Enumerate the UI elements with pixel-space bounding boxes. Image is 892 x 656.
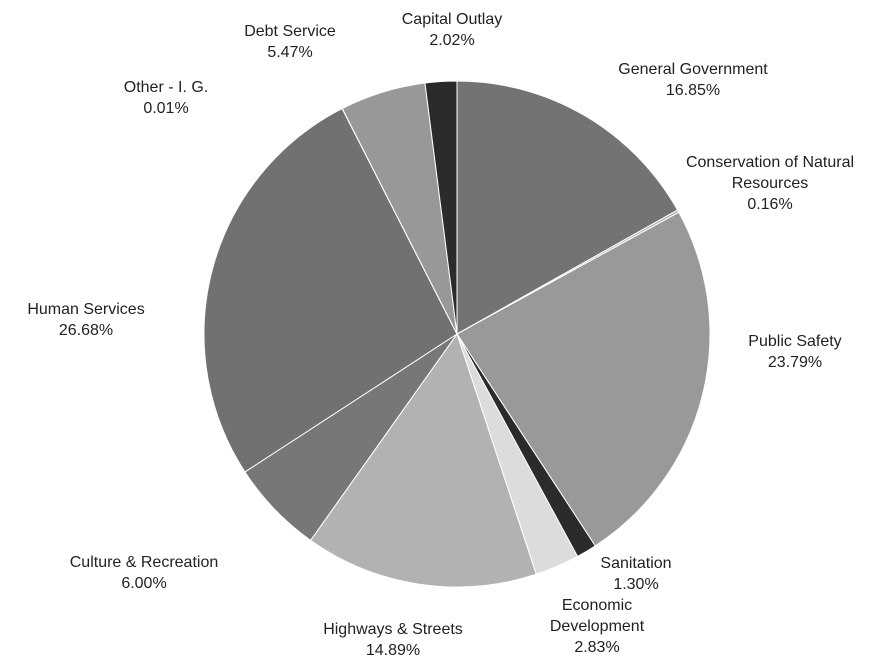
pie-slice-highways-streets — [309, 332, 537, 588]
slice-label-economic-development: Economic Development 2.83% — [550, 597, 645, 656]
pie-slice-public-safety — [456, 211, 711, 547]
slice-label-text: Human Services — [27, 301, 144, 318]
slice-value-label: 23.79% — [768, 354, 822, 371]
slice-label-text: Public Safety — [748, 333, 841, 350]
pie-slice-capital-outlay — [424, 80, 458, 335]
slice-value-label: 6.00% — [121, 575, 166, 592]
slice-value-label: 2.83% — [574, 639, 619, 656]
slice-label-text: Resources — [732, 175, 808, 192]
slice-value-label: 0.16% — [747, 196, 792, 213]
slice-label-text: Economic — [562, 597, 632, 614]
slice-label-debt-service: Debt Service 5.47% — [244, 23, 336, 61]
slice-label-capital-outlay: Capital Outlay 2.02% — [402, 11, 503, 49]
slice-label-text: General Government — [618, 61, 768, 78]
slice-value-label: 16.85% — [666, 82, 720, 99]
slice-label-text: Other - I. G. — [124, 79, 208, 96]
slice-label-text: Development — [550, 618, 645, 635]
slice-label-text: Sanitation — [600, 555, 671, 572]
slice-label-text: Capital Outlay — [402, 11, 503, 28]
pie-slice-general-government — [456, 80, 679, 335]
slice-value-label: 2.02% — [429, 32, 474, 49]
slice-label-conservation-of-natural-resources: Conservation of Natural Resources 0.16% — [686, 154, 854, 213]
slice-label-public-safety: Public Safety 23.79% — [748, 333, 841, 371]
pie-slice-human-services — [203, 107, 458, 473]
slice-value-label: 26.68% — [59, 322, 113, 339]
slice-label-human-services: Human Services 26.68% — [27, 301, 144, 339]
slice-label-culture-recreation: Culture & Recreation 6.00% — [70, 554, 219, 592]
slice-label-text: Conservation of Natural — [686, 154, 854, 171]
slice-value-label: 5.47% — [267, 44, 312, 61]
slice-label-other-i-g: Other - I. G. 0.01% — [124, 79, 208, 117]
slice-value-label: 1.30% — [613, 576, 658, 593]
slice-value-label: 0.01% — [143, 100, 188, 117]
slice-label-text: Highways & Streets — [323, 621, 463, 638]
slice-label-sanitation: Sanitation 1.30% — [600, 555, 671, 593]
slice-label-text: Culture & Recreation — [70, 554, 219, 571]
slice-value-label: 14.89% — [366, 642, 420, 656]
slice-label-highways-streets: Highways & Streets 14.89% — [323, 621, 463, 656]
pie-labels: General Government 16.85% Conservation of … — [27, 11, 854, 656]
pie-slices — [203, 80, 711, 588]
slice-label-general-government: General Government 16.85% — [618, 61, 768, 99]
slice-label-text: Debt Service — [244, 23, 336, 40]
